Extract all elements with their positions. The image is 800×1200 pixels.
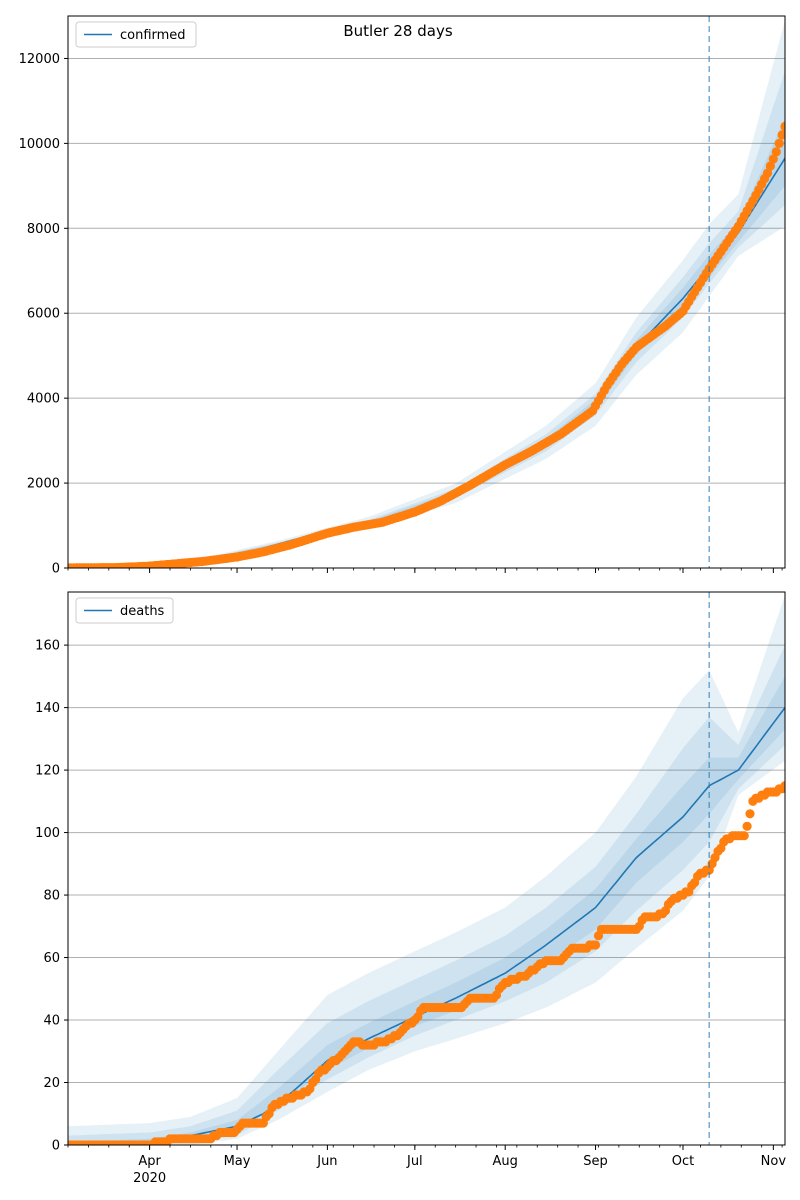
deaths-panel: 0 20 40 60 80 100 120 140 160 Apr 2020 May Jun Jul Aug… [35, 591, 787, 1186]
y-tick-label: 140 [35, 701, 60, 716]
y-tick-label: 4000 [27, 392, 60, 407]
x-tick-label: Jun [316, 1154, 337, 1169]
observed-point [771, 147, 781, 157]
confirmed-panel: 0 2000 4000 6000 8000 10000 12000 confirmed [19, 15, 786, 577]
observed-point [742, 821, 752, 831]
x-tick-label: Oct [672, 1154, 694, 1169]
y-tick-label: 2000 [27, 477, 60, 492]
y-tick-label: 160 [35, 639, 60, 654]
uncertainty-band-2 [68, 645, 785, 1145]
plot-area [68, 20, 785, 568]
legend-box [75, 597, 174, 624]
axes-frame [67, 591, 786, 1146]
y-tick-label: 100 [35, 826, 60, 841]
x-tick-label: Apr [138, 1154, 161, 1169]
x-tick-label: Sep [583, 1154, 608, 1169]
legend: deaths [75, 597, 174, 624]
x-tick-label: May [224, 1154, 251, 1169]
y-tick-label: 10000 [19, 137, 60, 152]
y-tick-label: 6000 [27, 307, 60, 322]
axes-frame [67, 15, 786, 569]
legend-label: deaths [120, 604, 165, 619]
x-tick-label: Jul [406, 1154, 423, 1169]
y-tick-label: 0 [52, 562, 60, 577]
observed-point [590, 940, 601, 950]
y-tick-label: 20 [43, 1076, 60, 1091]
legend-box [75, 21, 197, 48]
y-tick-label: 60 [43, 951, 60, 966]
y-tick-label: 80 [43, 889, 60, 904]
plot-area [68, 595, 785, 1145]
x-tick-label: Aug [492, 1154, 517, 1169]
observed-point [774, 138, 784, 148]
observed-point [777, 130, 785, 140]
observed-point [765, 161, 776, 171]
observed-point [762, 168, 773, 178]
observed-point [745, 809, 755, 819]
y-tick-label: 12000 [19, 52, 60, 67]
y-tick-label: 120 [35, 764, 60, 779]
x-tick-label: Nov [761, 1154, 787, 1169]
observed-point [780, 121, 785, 131]
x-tick-sublabel: 2020 [133, 1171, 166, 1186]
legend-label: confirmed [120, 28, 186, 43]
uncertainty-band-1 [68, 595, 785, 1145]
observed-point [768, 154, 778, 164]
y-tick-label: 40 [43, 1014, 60, 1029]
observed-point [780, 781, 785, 791]
legend: confirmed [75, 21, 197, 48]
y-tick-label: 8000 [27, 222, 60, 237]
observed-point [739, 831, 749, 841]
y-tick-label: 0 [52, 1139, 60, 1154]
figure-title: Butler 28 days [343, 22, 452, 40]
